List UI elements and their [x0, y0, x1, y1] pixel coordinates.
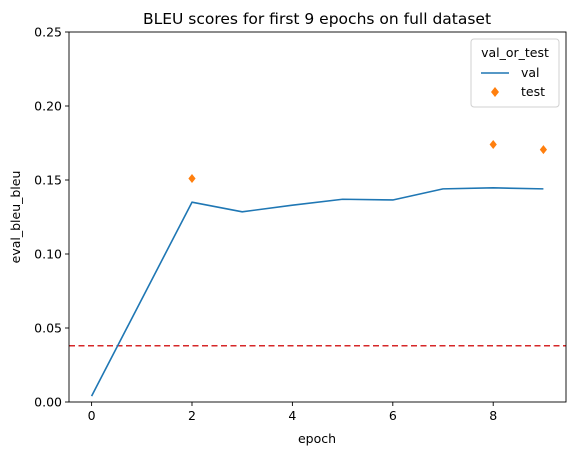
x-tick-label-3: 6	[389, 408, 397, 423]
legend-title: val_or_test	[481, 45, 549, 60]
y-tick-label-0: 0.00	[34, 395, 62, 410]
x-tick-label-2: 4	[288, 408, 296, 423]
plot-frame	[68, 31, 567, 403]
y-axis-label: eval_bleu_bleu	[8, 171, 23, 264]
axes: 0 2 4 6 8 0.00 0.05 0.10 0.15 0.20 0.25	[34, 25, 567, 423]
legend-label-val: val	[521, 65, 540, 80]
plot-area	[69, 139, 566, 397]
y-tick-label-5: 0.25	[34, 25, 62, 40]
chart-title: BLEU scores for first 9 epochs on full d…	[143, 10, 491, 28]
x-tick-label-1: 2	[188, 408, 196, 423]
legend-label-test: test	[521, 84, 545, 99]
x-axis-label: epoch	[298, 431, 336, 446]
data-point-test-0	[188, 174, 196, 184]
legend-test-swatch	[491, 87, 499, 97]
y-tick-label-2: 0.10	[34, 247, 62, 262]
y-tick-label-3: 0.15	[34, 173, 62, 188]
y-tick-label-1: 0.05	[34, 321, 62, 336]
x-tick-label-4: 8	[489, 408, 497, 423]
legend: val_or_test val test	[470, 38, 560, 108]
data-point-test-2	[539, 145, 548, 155]
data-point-test-1	[489, 139, 497, 149]
y-tick-label-4: 0.20	[34, 99, 62, 114]
x-tick-label-0: 0	[88, 408, 96, 423]
series-line-val	[90, 187, 544, 397]
